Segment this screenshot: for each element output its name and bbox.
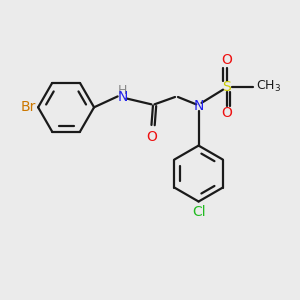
Text: N: N — [194, 99, 204, 113]
Text: Cl: Cl — [192, 205, 206, 219]
Text: N: N — [117, 90, 128, 104]
Text: O: O — [221, 53, 232, 67]
Text: O: O — [146, 130, 157, 144]
Text: Br: Br — [20, 100, 36, 114]
Text: S: S — [222, 80, 231, 94]
Text: CH$_3$: CH$_3$ — [256, 79, 281, 94]
Text: H: H — [118, 84, 127, 97]
Text: O: O — [221, 106, 232, 120]
